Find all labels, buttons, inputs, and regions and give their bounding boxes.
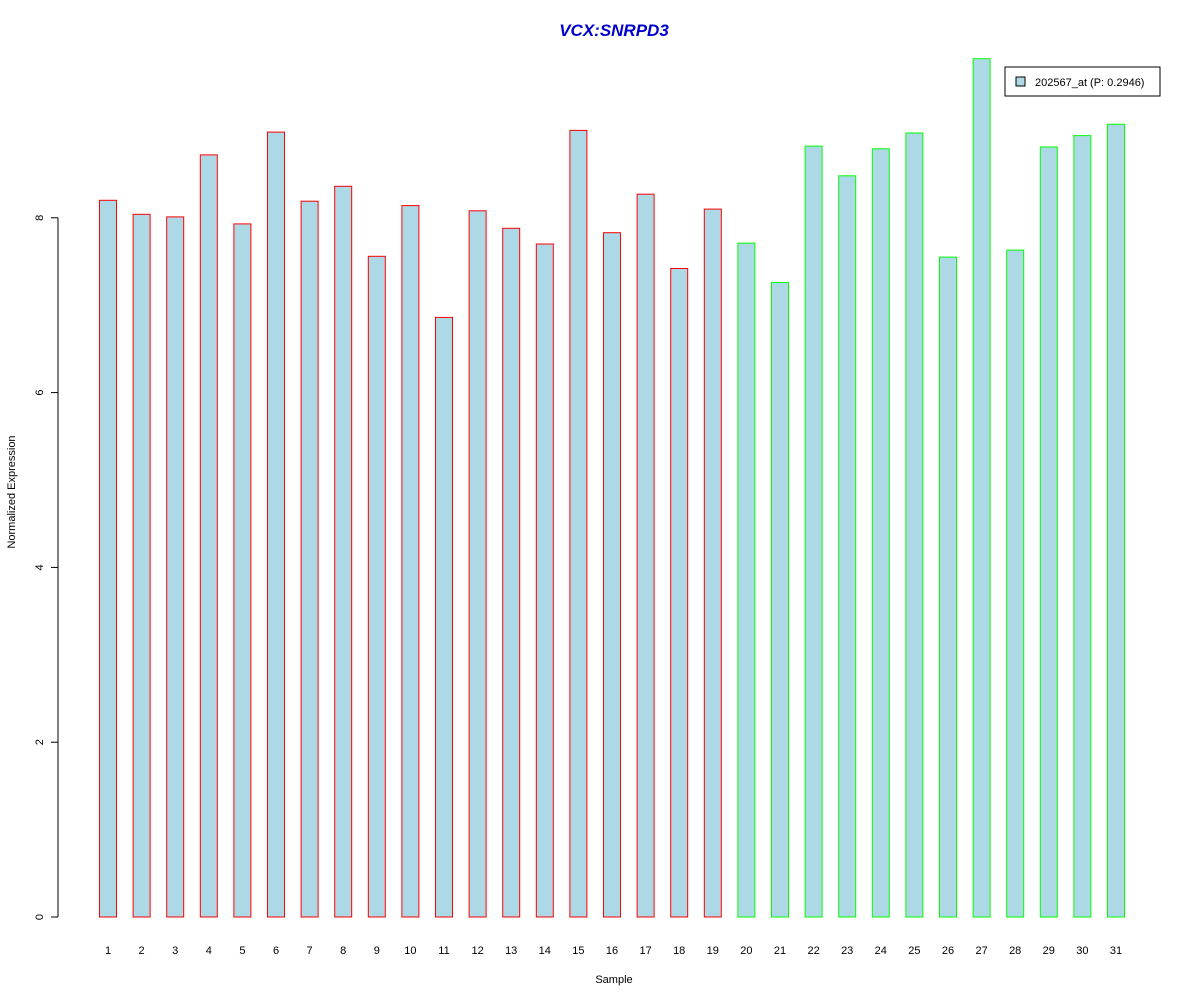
bar-sample-18 bbox=[670, 268, 689, 918]
x-tick-label: 3 bbox=[172, 945, 178, 957]
x-tick-label: 23 bbox=[841, 945, 853, 957]
x-tick-label: 13 bbox=[505, 945, 517, 957]
bar-sample-17 bbox=[636, 193, 655, 918]
legend-box bbox=[1004, 66, 1161, 97]
x-tick-label: 27 bbox=[975, 945, 987, 957]
x-axis-label: Sample bbox=[595, 974, 632, 986]
bar-sample-8 bbox=[334, 185, 353, 918]
x-tick-label: 29 bbox=[1043, 945, 1055, 957]
x-tick-label: 24 bbox=[875, 945, 887, 957]
x-tick-labels: 1 2 3 4 5 6 7 8 9 10 11 12 13 14 15 16 17 18 19 20 21 22 23 24 2… bbox=[105, 945, 1122, 957]
x-tick-label: 30 bbox=[1076, 945, 1088, 957]
bar-sample-23 bbox=[838, 175, 857, 918]
bar-sample-5 bbox=[233, 223, 252, 918]
legend-swatch bbox=[1015, 76, 1026, 87]
bar-sample-22 bbox=[804, 145, 823, 918]
x-tick-label: 18 bbox=[673, 945, 685, 957]
bars bbox=[99, 58, 1125, 918]
bar-sample-14 bbox=[535, 243, 554, 918]
y-tick-label: 4 bbox=[34, 564, 46, 570]
y-tick-label: 2 bbox=[34, 739, 46, 745]
x-tick-label: 25 bbox=[908, 945, 920, 957]
y-axis-label: Normalized Expression bbox=[6, 435, 18, 548]
x-tick-label: 10 bbox=[404, 945, 416, 957]
bar-sample-11 bbox=[435, 316, 453, 918]
x-tick-label: 22 bbox=[807, 945, 819, 957]
legend-label: 202567_at (P: 0.2946) bbox=[1035, 77, 1144, 89]
bar-sample-15 bbox=[569, 129, 588, 918]
bar-sample-10 bbox=[401, 205, 420, 918]
bar-sample-7 bbox=[300, 200, 319, 918]
y-tick-label: 6 bbox=[34, 390, 46, 396]
bar-sample-28 bbox=[1006, 249, 1025, 918]
x-tick-label: 11 bbox=[438, 945, 449, 957]
bar-sample-25 bbox=[905, 132, 924, 918]
bar-sample-20 bbox=[737, 242, 756, 918]
x-tick-label: 6 bbox=[273, 945, 279, 957]
bar-sample-6 bbox=[267, 131, 285, 918]
x-tick-label: 7 bbox=[307, 945, 313, 957]
bar-sample-27 bbox=[972, 58, 991, 918]
bar-sample-1 bbox=[99, 199, 117, 918]
bar-sample-19 bbox=[703, 208, 722, 918]
x-tick-label: 15 bbox=[572, 945, 584, 957]
x-tick-label: 5 bbox=[239, 945, 245, 957]
bar-sample-4 bbox=[199, 154, 218, 918]
x-tick-label: 9 bbox=[374, 945, 380, 957]
x-tick-label: 26 bbox=[942, 945, 954, 957]
x-tick-label: 8 bbox=[340, 945, 346, 957]
bar-sample-2 bbox=[132, 213, 151, 918]
bar-sample-3 bbox=[166, 216, 185, 918]
x-tick-label: 12 bbox=[471, 945, 483, 957]
y-tick-label: 8 bbox=[34, 215, 46, 221]
bar-sample-13 bbox=[502, 227, 521, 918]
bar-sample-30 bbox=[1073, 135, 1092, 918]
y-axis: 0 2 4 6 8 bbox=[34, 215, 59, 920]
bar-sample-24 bbox=[871, 148, 890, 918]
x-tick-label: 16 bbox=[606, 945, 618, 957]
bar-sample-12 bbox=[468, 210, 487, 918]
bar-sample-16 bbox=[603, 232, 621, 918]
x-tick-label: 1 bbox=[105, 945, 111, 957]
legend: 202567_at (P: 0.2946) bbox=[1004, 66, 1161, 97]
bar-sample-21 bbox=[771, 282, 789, 918]
x-tick-label: 28 bbox=[1009, 945, 1021, 957]
y-tick-label: 0 bbox=[34, 914, 46, 920]
bar-sample-9 bbox=[367, 255, 386, 918]
x-tick-label: 31 bbox=[1110, 945, 1122, 957]
chart-title: VCX:SNRPD3 bbox=[559, 21, 669, 40]
x-tick-label: 21 bbox=[774, 945, 786, 957]
x-tick-label: 19 bbox=[707, 945, 719, 957]
x-tick-label: 14 bbox=[539, 945, 551, 957]
x-tick-label: 20 bbox=[740, 945, 752, 957]
x-tick-label: 4 bbox=[206, 945, 212, 957]
bar-sample-31 bbox=[1107, 123, 1125, 918]
x-tick-label: 2 bbox=[139, 945, 145, 957]
x-tick-label: 17 bbox=[639, 945, 651, 957]
bar-sample-29 bbox=[1039, 146, 1058, 918]
bar-sample-26 bbox=[939, 256, 957, 918]
